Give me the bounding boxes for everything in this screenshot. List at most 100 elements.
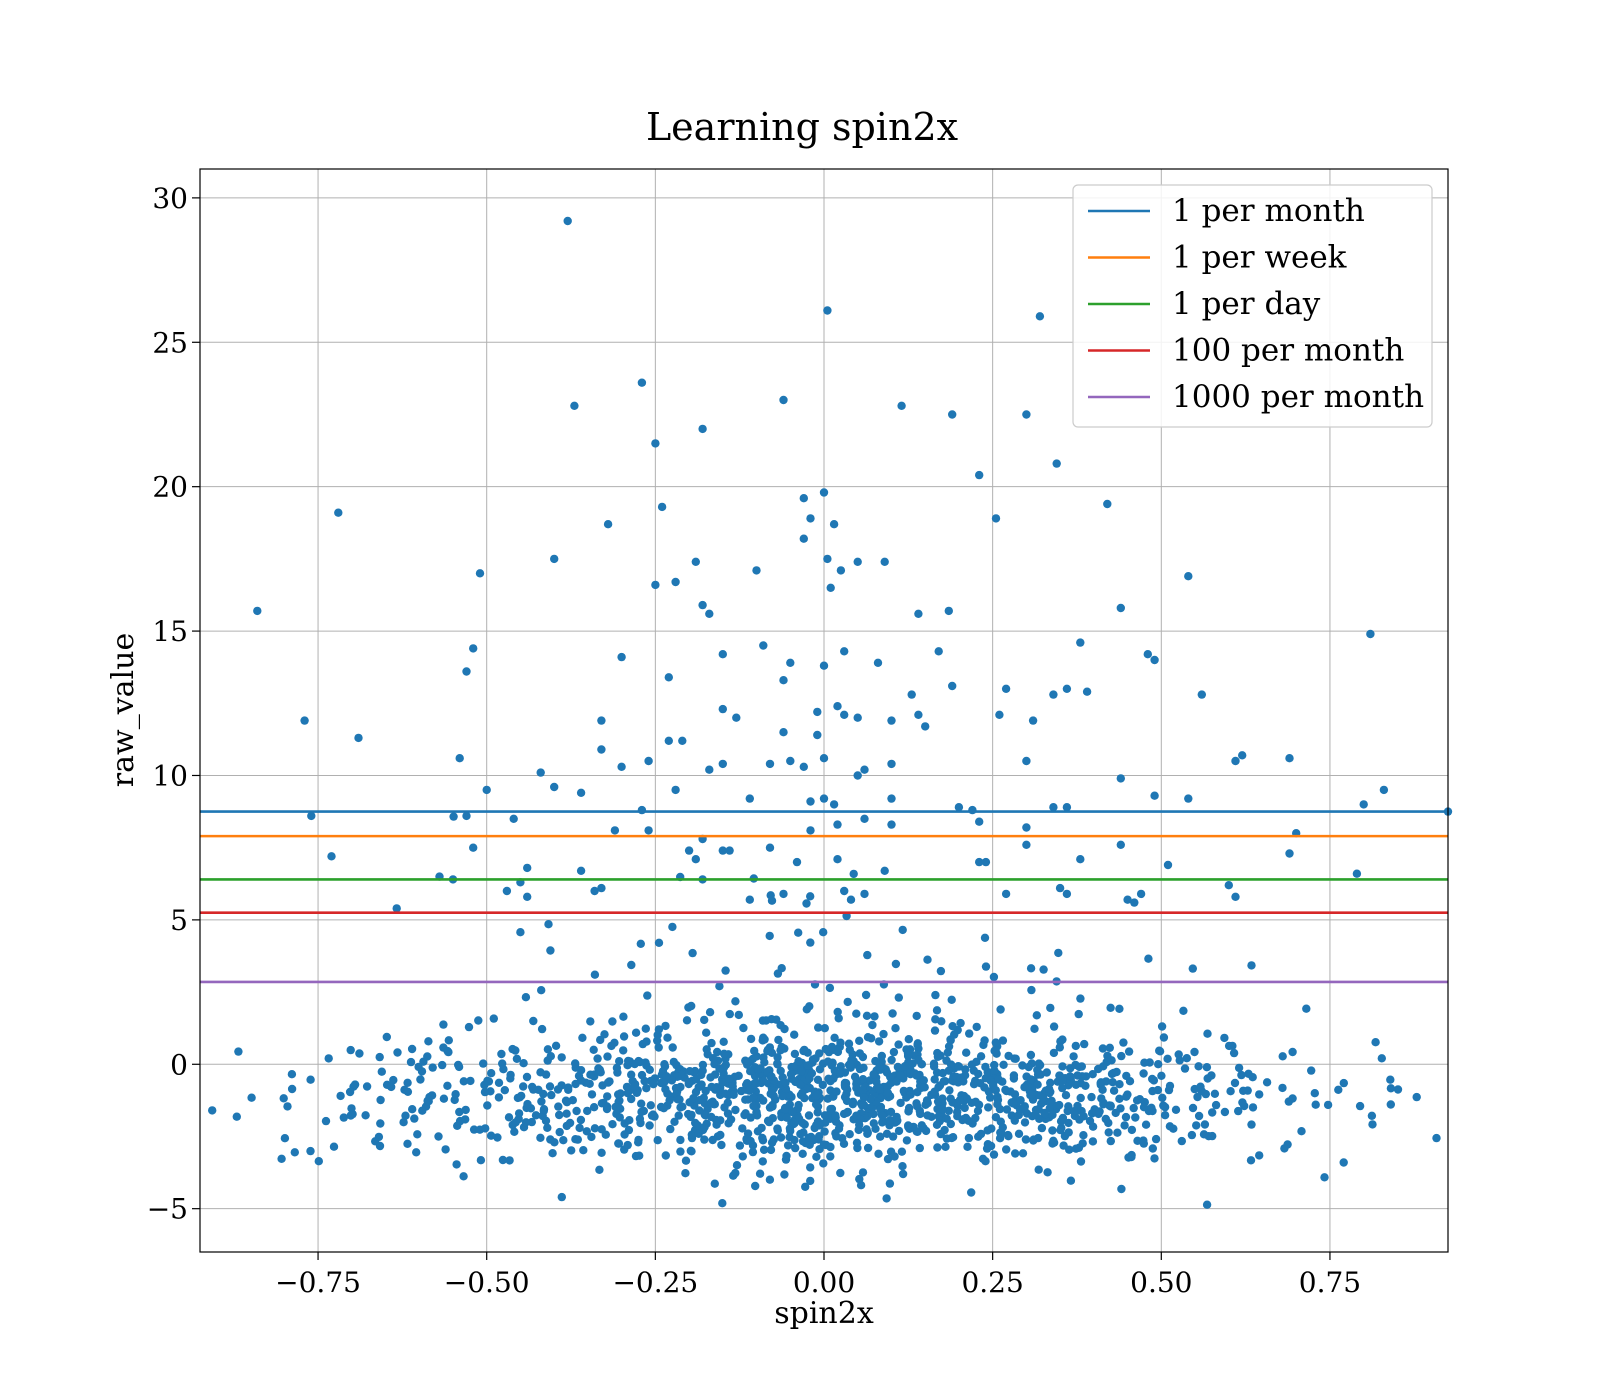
scatter-point: [676, 1082, 685, 1092]
scatter-point: [849, 869, 858, 879]
scatter-point: [306, 1146, 315, 1156]
scatter-point: [887, 759, 896, 769]
scatter-point: [681, 1169, 690, 1178]
scatter-point: [948, 1133, 958, 1142]
scatter-point: [1018, 1061, 1027, 1070]
scatter-point: [1297, 1127, 1306, 1136]
scatter-point: [819, 1140, 829, 1149]
scatter-point: [790, 1135, 799, 1145]
scatter-point: [916, 1109, 925, 1119]
scatter-point: [1037, 1123, 1047, 1133]
scatter-point: [819, 928, 828, 937]
scatter-point: [780, 1170, 789, 1179]
scatter-point: [657, 502, 667, 512]
scatter-point: [695, 1106, 704, 1115]
scatter-point: [512, 1054, 522, 1064]
scatter-point: [820, 1127, 829, 1136]
scatter-point: [1056, 1117, 1066, 1126]
scatter-point: [583, 1106, 592, 1116]
scatter-point: [1163, 1054, 1172, 1064]
scatter-point: [475, 569, 485, 578]
scatter-point: [863, 1033, 873, 1042]
scatter-point: [766, 891, 775, 900]
scatter-point: [1020, 1102, 1029, 1112]
scatter-point: [1412, 1092, 1421, 1102]
scatter-point: [642, 1084, 651, 1093]
scatter-point: [833, 820, 842, 829]
scatter-point: [800, 1045, 809, 1055]
scatter-point: [752, 1079, 761, 1088]
scatter-point: [783, 1141, 793, 1150]
scatter-point: [994, 1075, 1003, 1084]
scatter-point: [745, 1086, 754, 1095]
scatter-point: [1248, 1073, 1257, 1082]
scatter-point: [990, 1046, 999, 1056]
scatter-point: [587, 1090, 597, 1099]
scatter-point: [779, 889, 788, 899]
scatter-point: [1062, 889, 1072, 899]
scatter-point: [877, 1051, 886, 1061]
scatter-point: [619, 1012, 628, 1021]
x-tick-label: 0.25: [961, 1266, 1023, 1299]
scatter-point: [833, 855, 842, 864]
scatter-point: [1046, 1003, 1055, 1013]
scatter-point: [806, 1176, 815, 1186]
scatter-point: [1175, 1056, 1184, 1065]
scatter-point: [559, 1136, 568, 1145]
scatter-point: [634, 1138, 643, 1147]
scatter-point: [893, 1062, 903, 1072]
scatter-point: [938, 1104, 947, 1114]
scatter-point: [718, 1199, 727, 1208]
scatter-point: [913, 1102, 922, 1111]
scatter-point: [1226, 1087, 1235, 1096]
scatter-point: [981, 857, 991, 867]
scatter-point: [641, 1058, 650, 1067]
scatter-point: [327, 852, 336, 861]
scatter-point: [1143, 650, 1153, 659]
scatter-point: [576, 866, 586, 875]
scatter-point: [741, 1056, 750, 1065]
scatter-point: [776, 1066, 785, 1076]
scatter-point: [571, 1059, 580, 1068]
scatter-point: [506, 1074, 515, 1083]
scatter-point: [1203, 1074, 1212, 1083]
scatter-point: [701, 1086, 710, 1096]
scatter-point: [1002, 1145, 1011, 1154]
scatter-point: [1101, 1114, 1111, 1124]
scatter-point: [1386, 1075, 1395, 1084]
scatter-point: [1201, 1089, 1211, 1099]
scatter-point: [1096, 1078, 1106, 1087]
scatter-point: [455, 1107, 464, 1117]
scatter-point: [509, 814, 518, 823]
scatter-point: [796, 1080, 805, 1089]
scatter-point: [1158, 1093, 1167, 1103]
scatter-point: [462, 667, 471, 676]
scatter-point: [1150, 655, 1159, 665]
scatter-point: [523, 863, 532, 873]
scatter-point: [861, 990, 871, 1000]
scatter-point: [882, 1068, 892, 1077]
scatter-point: [898, 1169, 908, 1179]
scatter-point: [745, 895, 754, 904]
scatter-point: [1177, 1136, 1187, 1146]
scatter-point: [717, 1140, 726, 1150]
scatter-point: [735, 1141, 745, 1150]
scatter-point: [981, 962, 991, 971]
scatter-point: [462, 811, 471, 821]
scatter-point: [1038, 1093, 1048, 1103]
scatter-point: [579, 1146, 588, 1155]
scatter-point: [684, 846, 694, 855]
scatter-point: [707, 1098, 716, 1107]
scatter-point: [801, 1182, 810, 1192]
scatter-point: [912, 1127, 921, 1136]
scatter-point: [1116, 774, 1126, 783]
scatter-point: [862, 1011, 872, 1020]
scatter-point: [755, 1169, 765, 1178]
scatter-point: [662, 1072, 671, 1081]
scatter-point: [600, 1030, 609, 1039]
scatter-point: [1107, 1069, 1117, 1079]
scatter-point: [1115, 1094, 1124, 1104]
scatter-point: [1285, 754, 1294, 763]
scatter-point: [376, 1095, 385, 1105]
scatter-point: [537, 1097, 546, 1106]
